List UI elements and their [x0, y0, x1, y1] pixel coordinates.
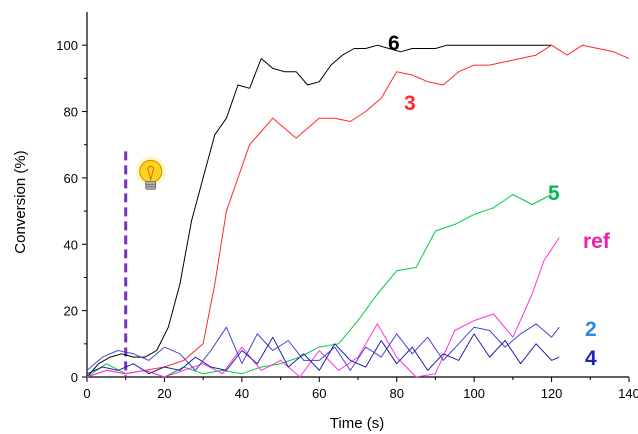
bulb-base	[145, 180, 157, 190]
x-tick-label: 40	[235, 386, 249, 401]
bulb-filament	[147, 165, 155, 182]
bulb-marker	[124, 151, 166, 377]
y-axis-title: Conversion (%)	[12, 150, 29, 253]
x-tick-label: 120	[541, 386, 563, 401]
x-tick-label: 100	[463, 386, 485, 401]
series-lines	[86, 44, 630, 378]
y-tick-label: 60	[64, 171, 78, 186]
x-tick-label: 0	[83, 386, 90, 401]
y-tick-label: 40	[64, 237, 78, 252]
axes: 0 20 40 60 80 100 120 140 0 20 40 60 80 100	[56, 12, 638, 401]
series-label-4: 4	[585, 347, 597, 370]
y-tick-label: 0	[71, 370, 78, 385]
series-line-ref	[86, 237, 560, 378]
y-tick-label: 80	[64, 105, 78, 120]
x-axis-title: Time (s)	[330, 415, 384, 432]
series-labels: 6 3 5 ref 2 4	[388, 32, 611, 370]
series-line-3	[86, 44, 630, 378]
series-label-ref: ref	[583, 230, 611, 253]
x-tick-label: 60	[312, 386, 326, 401]
series-label-3: 3	[404, 92, 416, 115]
series-line-4	[86, 333, 560, 375]
x-tick-label: 140	[618, 386, 638, 401]
y-tick-label: 100	[56, 38, 78, 53]
series-label-6: 6	[388, 32, 400, 55]
x-tick-label: 80	[389, 386, 403, 401]
light-bulb-icon	[135, 156, 166, 190]
x-tick-label: 20	[157, 386, 171, 401]
series-line-6	[86, 44, 552, 378]
series-line-2	[86, 323, 560, 371]
series-label-2: 2	[585, 318, 597, 341]
series-label-5: 5	[548, 182, 560, 205]
y-tick-label: 20	[64, 304, 78, 319]
